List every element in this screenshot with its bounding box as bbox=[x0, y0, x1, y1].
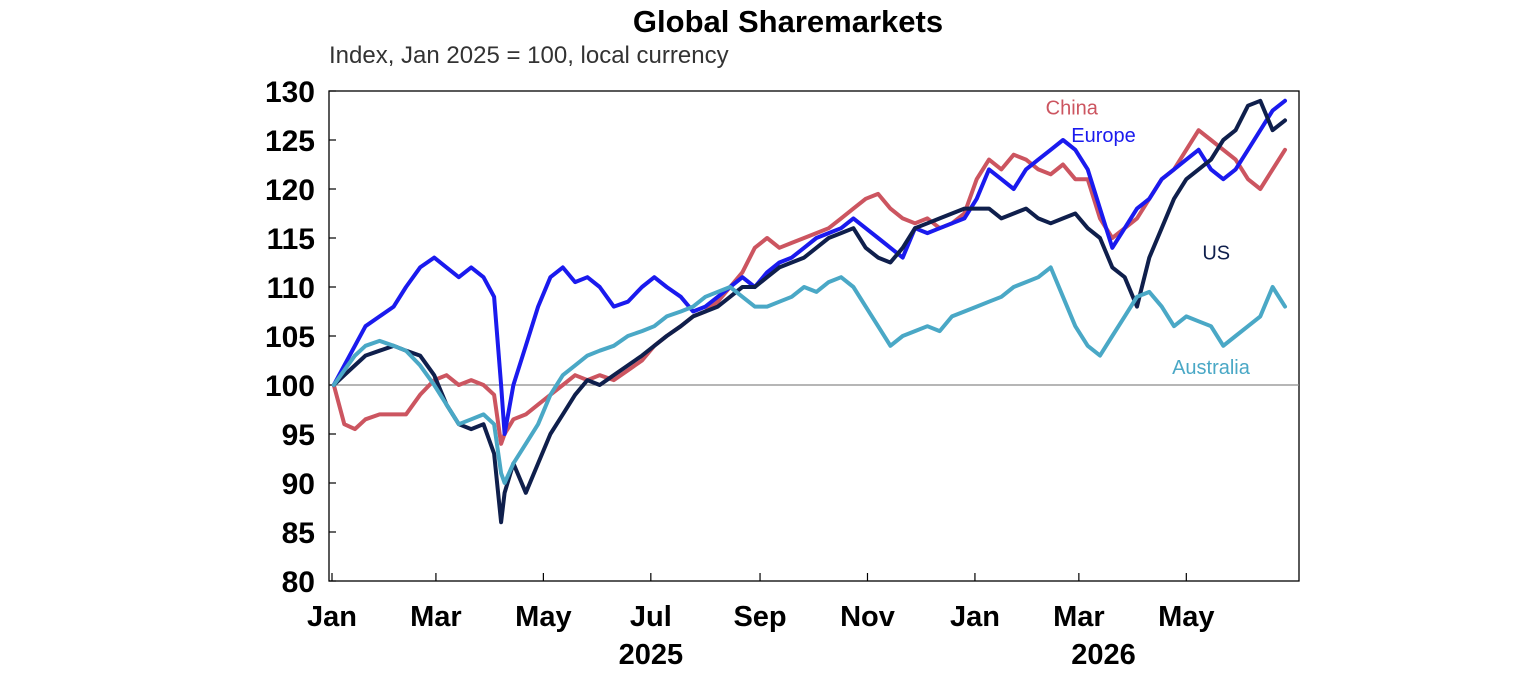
series-line-australia bbox=[331, 265, 1287, 485]
x-tick-label: May bbox=[1158, 601, 1214, 633]
series-label-europe: Europe bbox=[1071, 125, 1136, 147]
year-label: 2026 bbox=[1071, 639, 1136, 671]
series-line-us bbox=[331, 98, 1287, 525]
x-tick-label: Mar bbox=[1053, 601, 1105, 633]
x-tick-label: Jul bbox=[630, 601, 672, 633]
x-tick-label: Sep bbox=[733, 601, 786, 633]
x-tick-label: Jan bbox=[307, 601, 357, 633]
y-tick-label: 105 bbox=[265, 321, 315, 354]
y-tick-label: 95 bbox=[282, 419, 315, 452]
chart-subtitle: Index, Jan 2025 = 100, local currency bbox=[329, 42, 729, 69]
series-label-us: US bbox=[1202, 243, 1230, 265]
y-tick-label: 100 bbox=[265, 370, 315, 403]
y-tick-label: 115 bbox=[267, 223, 315, 256]
y-tick-label: 125 bbox=[265, 125, 315, 158]
x-tick-label: Mar bbox=[410, 601, 462, 633]
series-line-europe bbox=[331, 98, 1287, 436]
y-tick-label: 90 bbox=[282, 468, 315, 501]
x-tick-label: May bbox=[515, 601, 571, 633]
y-tick-label: 120 bbox=[265, 174, 315, 207]
chart-title: Global Sharemarkets bbox=[632, 4, 944, 39]
series-label-china: China bbox=[1046, 98, 1099, 120]
year-label: 2025 bbox=[619, 639, 684, 671]
series-label-australia: Australia bbox=[1172, 357, 1251, 379]
y-tick-label: 110 bbox=[267, 272, 315, 305]
y-tick-label: 130 bbox=[265, 76, 315, 109]
x-tick-label: Jan bbox=[950, 601, 1000, 633]
plot-frame bbox=[328, 90, 1300, 582]
y-tick-label: 80 bbox=[282, 566, 315, 599]
x-tick-label: Nov bbox=[840, 601, 895, 633]
y-tick-label: 85 bbox=[282, 517, 315, 550]
